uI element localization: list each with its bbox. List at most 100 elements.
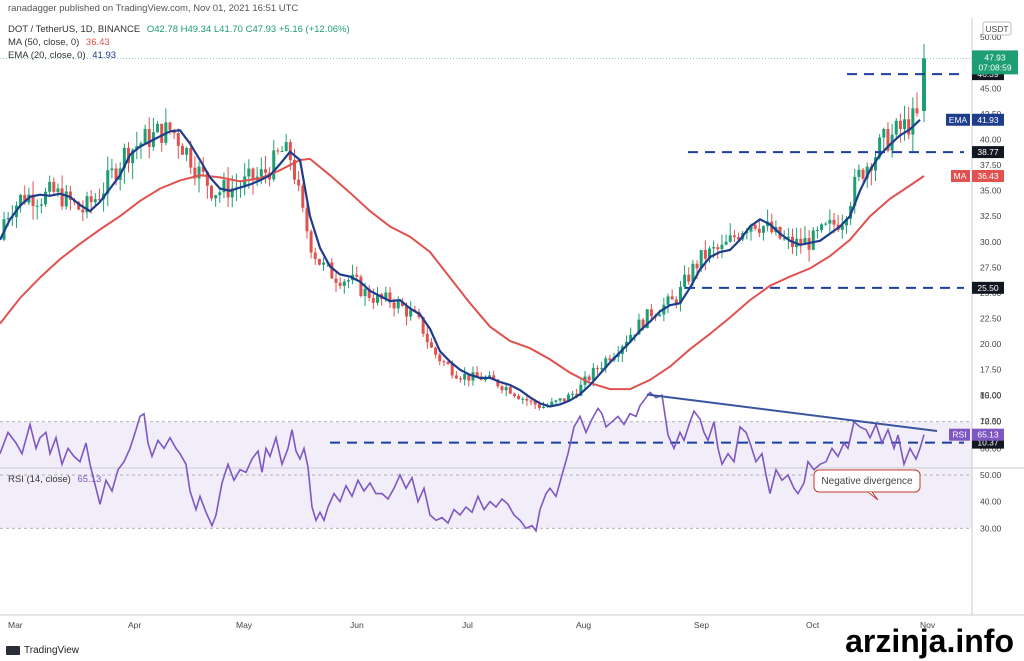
candle-body	[604, 358, 608, 368]
candle-body	[147, 128, 151, 147]
time-tick-label: Sep	[694, 620, 709, 630]
candle-body	[272, 150, 276, 180]
candle-body	[346, 280, 350, 282]
candle-body	[566, 394, 570, 402]
last-price-label: 47.93	[984, 52, 1006, 62]
price-tick-label: 40.00	[980, 135, 1002, 145]
candle-body	[222, 180, 226, 193]
candle-body	[670, 296, 674, 300]
level-tag-label: 38.77	[977, 147, 999, 157]
candle-body	[811, 230, 815, 250]
candle-body	[882, 128, 886, 138]
candle-body	[197, 166, 201, 179]
rsi-legend-label: RSI (14, close)	[8, 474, 71, 485]
candle-body	[160, 123, 164, 143]
level-tag-label: 25.50	[977, 283, 999, 293]
candle-body	[400, 301, 404, 306]
candle-body	[446, 361, 450, 364]
candle-body	[280, 150, 284, 152]
ema-value-label: 41.93	[977, 115, 999, 125]
ma50-line[interactable]	[0, 157, 925, 391]
candle-body	[749, 224, 753, 232]
candle-body	[143, 128, 147, 144]
candle-body	[56, 188, 60, 192]
candle-body	[309, 231, 313, 253]
ema20-line[interactable]	[0, 119, 921, 408]
candle-body	[330, 262, 334, 279]
candle-body	[131, 149, 135, 164]
candle-body	[579, 384, 583, 396]
ema-tag-name: EMA	[949, 115, 968, 125]
rsi-tag-name: RSI	[952, 430, 966, 440]
candle-body	[359, 276, 363, 297]
tradingview-logo[interactable]: TradingView	[6, 645, 79, 656]
candle-body	[405, 305, 409, 317]
price-tick-label: 50.00	[980, 32, 1002, 42]
last-price-tag	[972, 50, 1018, 75]
currency-tag[interactable]	[982, 21, 1012, 36]
candle-body	[454, 375, 458, 379]
candle-body	[367, 288, 371, 298]
ma-legend-value: 36.43	[85, 37, 110, 48]
candle-body	[81, 209, 85, 213]
candle-body	[218, 192, 222, 196]
candle-body	[907, 119, 911, 135]
candle-body	[60, 188, 64, 207]
candle-body	[23, 194, 27, 203]
candle-body	[363, 288, 367, 297]
candle-body	[334, 278, 338, 283]
candle-body	[861, 169, 865, 179]
candle-body	[450, 363, 454, 376]
candle-body	[193, 167, 197, 179]
candle-body	[205, 171, 209, 186]
candle-body	[39, 204, 43, 206]
rsi-value-label: 65.13	[977, 430, 999, 440]
candle-body	[114, 168, 118, 180]
rsi-tick-label: 80.00	[980, 390, 1002, 400]
candle-body	[313, 252, 317, 259]
annotation-box[interactable]	[813, 469, 921, 493]
candle-body	[554, 400, 558, 402]
candle-body	[425, 333, 429, 343]
candle-body	[19, 194, 23, 206]
rsi-tag	[949, 428, 970, 441]
rsi-tick-label: 30.00	[980, 523, 1002, 533]
candle-body	[392, 302, 396, 309]
candle-body	[396, 301, 400, 309]
candle-body	[122, 147, 126, 169]
candle-body	[575, 393, 579, 396]
candle-body	[442, 361, 446, 363]
candle-body	[666, 296, 670, 305]
candle-body	[44, 191, 47, 205]
divergence-trendline[interactable]	[646, 393, 938, 433]
level-tag-label: 10.37	[977, 438, 999, 448]
annotation-label: Negative divergence	[821, 476, 913, 487]
ema-legend[interactable]: EMA (20, close, 0) 41.93	[8, 50, 116, 61]
candle-body	[176, 133, 180, 146]
candle-body	[6, 217, 10, 220]
ema-tag	[946, 113, 970, 126]
candle-body	[724, 241, 728, 245]
rsi-tick-label: 50.00	[980, 470, 1002, 480]
candle-body	[915, 108, 919, 114]
candle-body	[230, 188, 234, 198]
ma-legend[interactable]: MA (50, close, 0) 36.43	[8, 37, 110, 48]
candle-body	[338, 282, 342, 286]
tradingview-logo-icon	[6, 646, 20, 655]
candle-body	[550, 401, 554, 406]
ma-value-label: 36.43	[977, 171, 999, 181]
candle-body	[737, 237, 741, 240]
ema-legend-value: 41.93	[92, 50, 117, 61]
rsi-line[interactable]	[0, 391, 925, 533]
candle-body	[512, 393, 516, 396]
candle-body	[844, 218, 848, 226]
candle-body	[591, 368, 595, 381]
candle-body	[728, 235, 732, 242]
candle-body	[649, 309, 653, 317]
candle-body	[587, 376, 591, 381]
candle-body	[865, 166, 869, 179]
candle-body	[276, 150, 280, 152]
rsi-legend[interactable]: RSI (14, close) 65.13	[8, 474, 101, 485]
ema-value-tag	[972, 113, 1004, 126]
